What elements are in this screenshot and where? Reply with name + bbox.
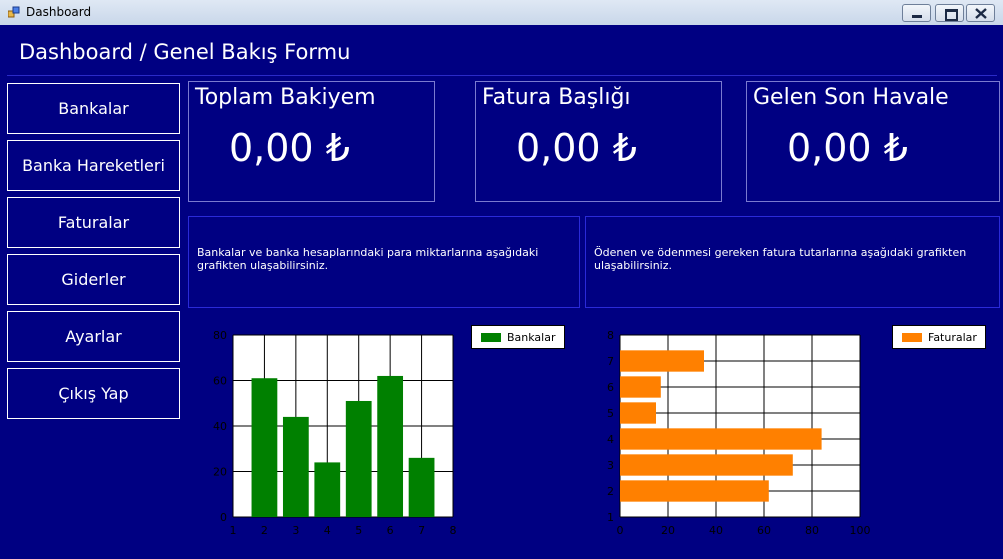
bar [620, 350, 704, 372]
description-panel-banks: Bankalar ve banka hesaplarındaki para mi… [188, 216, 580, 308]
bank-chart: 1 2 3 4 5 6 7 8 0 20 40 60 80 Bankalar [188, 315, 580, 555]
y-tick-label: 0 [220, 511, 227, 524]
description-text: Ödenen ve ödenmesi gereken fatura tutarl… [594, 246, 967, 272]
window-titlebar: Dashboard [0, 0, 1003, 26]
nav-button-cikis-yap[interactable]: Çıkış Yap [7, 368, 180, 419]
x-tick-label: 8 [450, 524, 457, 537]
app-icon [8, 6, 20, 18]
restore-icon [945, 9, 958, 21]
window-title: Dashboard [26, 5, 92, 19]
minimize-icon [912, 15, 922, 18]
description-text: Bankalar ve banka hesaplarındaki para mi… [197, 246, 539, 272]
card-gelen-son-havale: Gelen Son Havale 0,00 ₺ [746, 81, 1000, 202]
x-tick-label: 5 [355, 524, 362, 537]
x-tick-label: 7 [418, 524, 425, 537]
invoice-chart: 0 20 40 60 80 100 1 2 3 4 5 6 7 8 Faturalar [585, 315, 1000, 555]
bar [251, 378, 278, 517]
legend-label: Faturalar [928, 330, 977, 344]
nav-button-faturalar[interactable]: Faturalar [7, 197, 180, 248]
bar [282, 416, 309, 517]
legend-swatch [902, 332, 922, 342]
bank-chart-legend: Bankalar [471, 325, 565, 349]
x-tick-label: 80 [805, 524, 819, 537]
minimize-button[interactable] [902, 4, 931, 22]
y-tick-label: 80 [213, 329, 227, 342]
bar [620, 480, 769, 502]
x-tick-label: 1 [230, 524, 237, 537]
y-tick-label: 6 [607, 381, 614, 394]
nav-button-bankalar[interactable]: Bankalar [7, 83, 180, 134]
legend-swatch [481, 332, 501, 342]
x-tick-label: 0 [617, 524, 624, 537]
x-tick-label: 3 [292, 524, 299, 537]
page-title: Dashboard / Genel Bakış Formu [19, 40, 351, 64]
card-value: 0,00 ₺ [787, 126, 908, 170]
x-tick-label: 60 [757, 524, 771, 537]
dashboard-form: Dashboard / Genel Bakış Formu Bankalar B… [0, 25, 1003, 559]
description-panel-invoices: Ödenen ve ödenmesi gereken fatura tutarl… [585, 216, 1000, 308]
legend-label: Bankalar [507, 330, 556, 344]
y-tick-label: 5 [607, 407, 614, 420]
bar [620, 428, 822, 450]
y-tick-label: 20 [213, 466, 227, 479]
y-tick-label: 60 [213, 375, 227, 388]
card-title: Gelen Son Havale [753, 85, 949, 110]
x-tick-label: 100 [850, 524, 871, 537]
restore-button[interactable] [935, 4, 964, 22]
close-button[interactable] [966, 4, 995, 22]
card-title: Toplam Bakiyem [195, 85, 376, 110]
card-value: 0,00 ₺ [229, 126, 350, 170]
x-tick-label: 40 [709, 524, 723, 537]
card-fatura-basligi: Fatura Başlığı 0,00 ₺ [475, 81, 722, 202]
y-tick-label: 4 [607, 433, 614, 446]
invoice-chart-legend: Faturalar [892, 325, 986, 349]
bar [408, 457, 435, 517]
y-tick-label: 2 [607, 485, 614, 498]
x-tick-label: 2 [261, 524, 268, 537]
invoice-chart-svg: 0 20 40 60 80 100 1 2 3 4 5 6 7 8 [607, 329, 871, 537]
bar [345, 400, 372, 517]
bar [620, 376, 661, 398]
bar [620, 402, 656, 424]
page-header: Dashboard / Genel Bakış Formu [7, 31, 997, 76]
card-value: 0,00 ₺ [516, 126, 637, 170]
card-toplam-bakiye: Toplam Bakiyem 0,00 ₺ [188, 81, 435, 202]
x-tick-label: 4 [324, 524, 331, 537]
y-tick-label: 8 [607, 329, 614, 342]
y-tick-label: 40 [213, 420, 227, 433]
close-icon [975, 8, 987, 19]
bar [620, 454, 793, 476]
bar [377, 375, 404, 517]
nav-button-ayarlar[interactable]: Ayarlar [7, 311, 180, 362]
x-tick-label: 20 [661, 524, 675, 537]
y-tick-label: 7 [607, 355, 614, 368]
x-tick-label: 6 [387, 524, 394, 537]
nav-button-giderler[interactable]: Giderler [7, 254, 180, 305]
card-title: Fatura Başlığı [482, 85, 631, 110]
y-tick-label: 1 [607, 511, 614, 524]
bar [314, 462, 341, 517]
y-tick-label: 3 [607, 459, 614, 472]
nav-button-banka-hareketleri[interactable]: Banka Hareketleri [7, 140, 180, 191]
